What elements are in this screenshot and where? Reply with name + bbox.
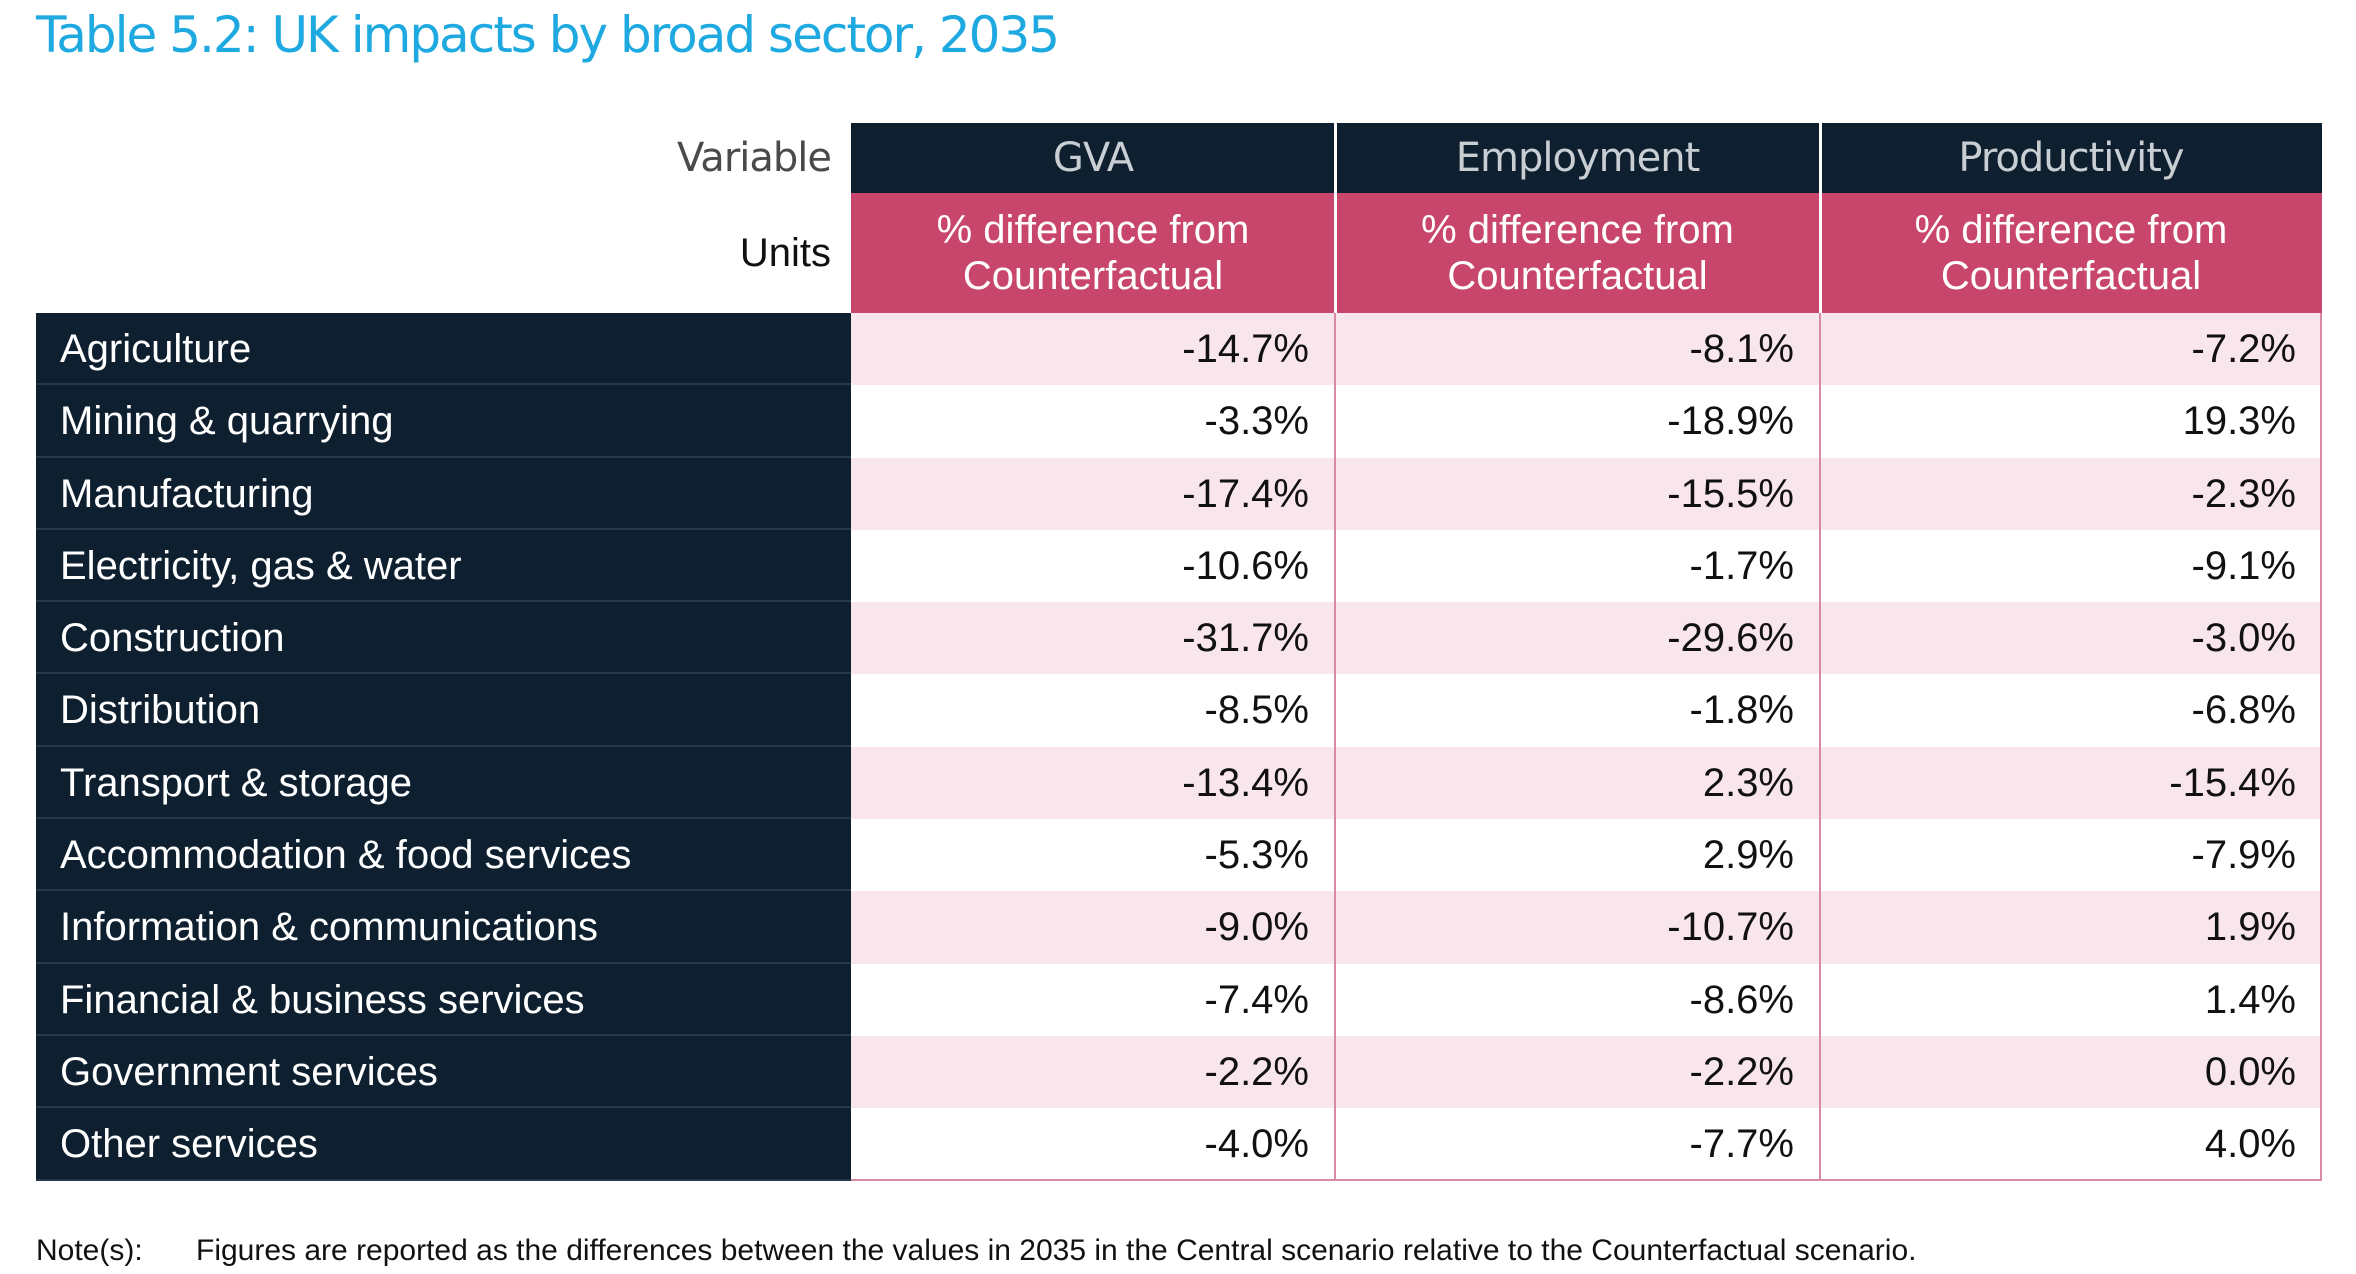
employment-cell: -18.9%: [1335, 385, 1820, 458]
gva-cell: -31.7%: [851, 602, 1335, 675]
gva-cell: -9.0%: [851, 891, 1335, 964]
gva-cell: -10.6%: [851, 529, 1335, 603]
gva-cell: -7.4%: [851, 963, 1335, 1036]
gva-cell: -5.3%: [851, 819, 1335, 892]
employment-cell: -15.5%: [1335, 457, 1820, 530]
header-divider: [1819, 123, 1822, 313]
table-row: Distribution -8.5% -1.8% -6.8%: [36, 674, 2322, 747]
gva-cell: -4.0%: [851, 1108, 1335, 1181]
table-row: Transport & storage -13.4% 2.3% -15.4%: [36, 746, 2322, 820]
gva-cell: -17.4%: [851, 457, 1335, 530]
column-header-gva: GVA: [851, 123, 1335, 193]
table-row: Other services -4.0% -7.7% 4.0%: [36, 1108, 2322, 1181]
gva-cell: -3.3%: [851, 385, 1335, 458]
productivity-cell: -7.9%: [1820, 819, 2322, 892]
table-row: Financial & business services -7.4% -8.6% 1…: [36, 963, 2322, 1036]
table-right-border: [2320, 313, 2322, 1181]
table-bottom-border: [851, 1179, 2322, 1181]
employment-cell: -7.7%: [1335, 1108, 1820, 1181]
gva-cell: -8.5%: [851, 674, 1335, 747]
sector-label: Manufacturing: [36, 457, 851, 530]
units-row-label: Units: [739, 231, 831, 275]
productivity-cell: -9.1%: [1820, 529, 2322, 603]
table-row: Government services -2.2% -2.2% 0.0%: [36, 1035, 2322, 1109]
table-row: Information & communications -9.0% -10.7% 1…: [36, 891, 2322, 964]
sector-label: Distribution: [36, 674, 851, 747]
productivity-cell: 4.0%: [1820, 1108, 2322, 1181]
productivity-cell: -15.4%: [1820, 746, 2322, 820]
column-divider: [1819, 313, 1821, 1181]
sector-label: Financial & business services: [36, 963, 851, 1036]
column-units-employment: % difference from Counterfactual: [1335, 193, 1820, 313]
productivity-cell: -2.3%: [1820, 457, 2322, 530]
employment-cell: -8.6%: [1335, 963, 1820, 1036]
column-header-productivity: Productivity: [1820, 123, 2322, 193]
productivity-cell: -6.8%: [1820, 674, 2322, 747]
note-text: Figures are reported as the differences …: [196, 1234, 1917, 1267]
sector-label: Accommodation & food services: [36, 819, 851, 892]
productivity-cell: 1.9%: [1820, 891, 2322, 964]
sector-label: Mining & quarrying: [36, 385, 851, 458]
table-row: Agriculture -14.7% -8.1% -7.2%: [36, 313, 2322, 386]
table-row: Electricity, gas & water -10.6% -1.7% -9.1%: [36, 529, 2322, 603]
column-units-gva: % difference from Counterfactual: [851, 193, 1335, 313]
table-title: Table 5.2: UK impacts by broad sector, 2…: [36, 6, 1060, 64]
table-row: Accommodation & food services -5.3% 2.9% -7…: [36, 819, 2322, 892]
gva-cell: -13.4%: [851, 746, 1335, 820]
productivity-cell: 19.3%: [1820, 385, 2322, 458]
table-row: Construction -31.7% -29.6% -3.0%: [36, 602, 2322, 675]
sector-label: Construction: [36, 602, 851, 675]
gva-cell: -2.2%: [851, 1035, 1335, 1109]
sector-label: Electricity, gas & water: [36, 529, 851, 603]
employment-cell: -1.8%: [1335, 674, 1820, 747]
employment-cell: -1.7%: [1335, 529, 1820, 603]
employment-cell: -10.7%: [1335, 891, 1820, 964]
employment-cell: -8.1%: [1335, 313, 1820, 386]
productivity-cell: 0.0%: [1820, 1035, 2322, 1109]
employment-cell: 2.3%: [1335, 746, 1820, 820]
table-body: Agriculture -14.7% -8.1% -7.2% Mining & quar…: [36, 313, 2322, 1181]
variable-row-label: Variable: [677, 135, 832, 181]
sector-label: Transport & storage: [36, 746, 851, 820]
productivity-cell: -7.2%: [1820, 313, 2322, 386]
table-row: Manufacturing -17.4% -15.5% -2.3%: [36, 457, 2322, 530]
productivity-cell: 1.4%: [1820, 963, 2322, 1036]
sector-label: Government services: [36, 1035, 851, 1109]
employment-cell: -2.2%: [1335, 1035, 1820, 1109]
column-units-productivity: % difference from Counterfactual: [1820, 193, 2322, 313]
employment-cell: 2.9%: [1335, 819, 1820, 892]
header-divider: [1334, 123, 1337, 313]
sector-label: Information & communications: [36, 891, 851, 964]
gva-cell: -14.7%: [851, 313, 1335, 386]
sector-label: Agriculture: [36, 313, 851, 386]
table-row: Mining & quarrying -3.3% -18.9% 19.3%: [36, 385, 2322, 458]
column-divider: [1334, 313, 1336, 1181]
productivity-cell: -3.0%: [1820, 602, 2322, 675]
note-label: Note(s):: [36, 1234, 143, 1267]
sector-label: Other services: [36, 1108, 851, 1181]
employment-cell: -29.6%: [1335, 602, 1820, 675]
column-header-employment: Employment: [1335, 123, 1820, 193]
